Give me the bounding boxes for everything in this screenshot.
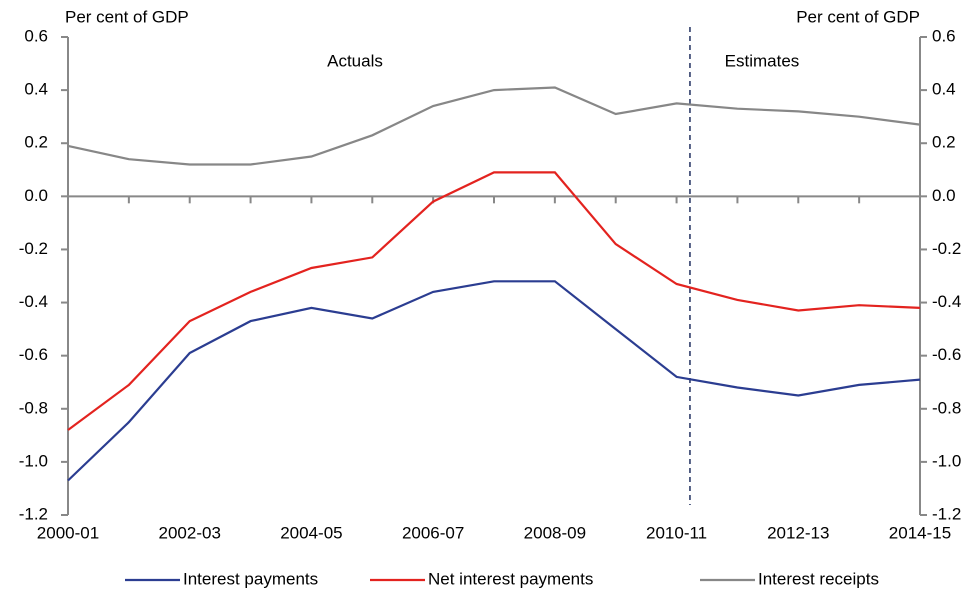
y-axis-label: Per cent of GDP (65, 7, 189, 26)
y2-tick-label: -1.0 (932, 451, 961, 470)
y-tick-label: -0.4 (19, 292, 48, 311)
series-line (67, 86, 921, 166)
x-tick-label: 2002-03 (159, 523, 221, 542)
annotation: Actuals (327, 51, 383, 70)
y-tick-label: -0.8 (19, 398, 48, 417)
y-tick-label: 0.4 (24, 80, 48, 99)
x-tick-label: 2004-05 (280, 523, 342, 542)
x-tick-label: 2006-07 (402, 523, 464, 542)
y2-tick-label: 0.4 (932, 80, 956, 99)
series-line (67, 171, 921, 431)
y-tick-label: -0.6 (19, 345, 48, 364)
y-tick-label: -1.0 (19, 451, 48, 470)
y-tick-label: -0.2 (19, 239, 48, 258)
x-tick-label: 2008-09 (524, 523, 586, 542)
y2-tick-label: -0.8 (932, 398, 961, 417)
y2-tick-label: -0.4 (932, 292, 961, 311)
y-tick-label: -1.2 (19, 504, 48, 523)
legend-label: Interest payments (183, 569, 318, 588)
y2-tick-label: -1.2 (932, 504, 961, 523)
y-tick-label: 0.0 (24, 186, 48, 205)
y2-tick-label: 0.6 (932, 26, 956, 45)
annotation: Estimates (725, 51, 800, 70)
legend-label: Net interest payments (428, 569, 593, 588)
y-tick-label: 0.6 (24, 26, 48, 45)
x-tick-label: 2014-15 (889, 523, 951, 542)
legend-label: Interest receipts (758, 569, 879, 588)
y-tick-label: 0.2 (24, 133, 48, 152)
y2-tick-label: 0.2 (932, 133, 956, 152)
y2-tick-label: 0.0 (932, 186, 956, 205)
y2-tick-label: -0.2 (932, 239, 961, 258)
x-tick-label: 2000-01 (37, 523, 99, 542)
y2-axis-label: Per cent of GDP (796, 7, 920, 26)
x-tick-label: 2010-11 (646, 523, 707, 542)
y2-tick-label: -0.6 (932, 345, 961, 364)
x-tick-label: 2012-13 (767, 523, 829, 542)
series-line (67, 280, 921, 482)
